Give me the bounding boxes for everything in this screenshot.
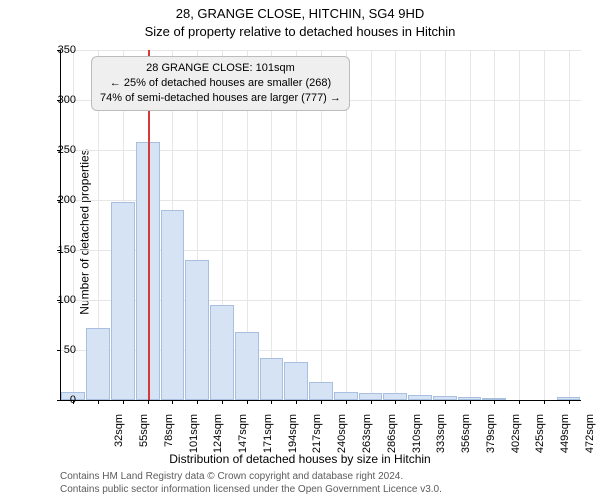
bar — [334, 392, 358, 400]
xtick-mark — [222, 400, 223, 404]
xtick-label: 240sqm — [336, 414, 348, 464]
xtick-label: 171sqm — [262, 414, 274, 464]
plot-area: 28 GRANGE CLOSE: 101sqm ← 25% of detache… — [60, 50, 581, 401]
chart-container: 28, GRANGE CLOSE, HITCHIN, SG4 9HD Size … — [0, 0, 600, 500]
annotation-line: 28 GRANGE CLOSE: 101sqm — [100, 61, 341, 76]
bar — [185, 260, 209, 400]
xtick-label: 402sqm — [510, 414, 522, 464]
xtick-label: 310sqm — [411, 414, 423, 464]
ytick-label: 100 — [36, 294, 76, 306]
xtick-mark — [123, 400, 124, 404]
xtick-label: 194sqm — [287, 414, 299, 464]
ytick-label: 150 — [36, 244, 76, 256]
ytick-label: 200 — [36, 194, 76, 206]
gridline-v — [470, 50, 471, 400]
xtick-label: 124sqm — [212, 414, 224, 464]
copyright-line: Contains HM Land Registry data © Crown c… — [60, 471, 442, 484]
xtick-label: 101sqm — [188, 414, 200, 464]
xtick-mark — [445, 400, 446, 404]
gridline-v — [494, 50, 495, 400]
xtick-mark — [98, 400, 99, 404]
bar — [161, 210, 185, 400]
ytick-label: 300 — [36, 94, 76, 106]
xtick-label: 333sqm — [435, 414, 447, 464]
xtick-mark — [519, 400, 520, 404]
page-title: 28, GRANGE CLOSE, HITCHIN, SG4 9HD — [0, 6, 600, 21]
xtick-mark — [271, 400, 272, 404]
copyright-block: Contains HM Land Registry data © Crown c… — [60, 471, 442, 496]
xtick-label: 449sqm — [559, 414, 571, 464]
xtick-mark — [544, 400, 545, 404]
ytick-label: 0 — [36, 394, 76, 406]
bar — [86, 328, 110, 400]
xtick-mark — [371, 400, 372, 404]
xtick-mark — [346, 400, 347, 404]
xtick-mark — [494, 400, 495, 404]
gridline-v — [371, 50, 372, 400]
xtick-label: 356sqm — [460, 414, 472, 464]
xtick-mark — [172, 400, 173, 404]
ytick-label: 50 — [36, 344, 76, 356]
xtick-label: 263sqm — [361, 414, 373, 464]
bar — [309, 382, 333, 400]
xtick-label: 147sqm — [237, 414, 249, 464]
xtick-mark — [395, 400, 396, 404]
bar — [111, 202, 135, 400]
annotation-box: 28 GRANGE CLOSE: 101sqm ← 25% of detache… — [91, 56, 350, 111]
xtick-label: 379sqm — [485, 414, 497, 464]
xtick-mark — [247, 400, 248, 404]
xtick-label: 425sqm — [534, 414, 546, 464]
xtick-mark — [420, 400, 421, 404]
xtick-mark — [197, 400, 198, 404]
gridline-v — [544, 50, 545, 400]
xtick-label: 217sqm — [311, 414, 323, 464]
xtick-mark — [148, 400, 149, 404]
gridline-v — [395, 50, 396, 400]
bar — [260, 358, 284, 400]
xtick-label: 286sqm — [386, 414, 398, 464]
gridline-v — [519, 50, 520, 400]
bar — [359, 393, 383, 400]
bar — [235, 332, 259, 400]
xtick-label: 32sqm — [113, 414, 125, 464]
bar — [210, 305, 234, 400]
bar — [284, 362, 308, 400]
annotation-line: ← 25% of detached houses are smaller (26… — [100, 76, 341, 91]
xtick-mark — [296, 400, 297, 404]
bar — [383, 393, 407, 400]
gridline-v — [420, 50, 421, 400]
ytick-label: 250 — [36, 144, 76, 156]
xtick-label: 78sqm — [163, 414, 175, 464]
xtick-label: 472sqm — [584, 414, 596, 464]
gridline-v — [569, 50, 570, 400]
xtick-label: 55sqm — [138, 414, 150, 464]
ytick-label: 350 — [36, 44, 76, 56]
annotation-line: 74% of semi-detached houses are larger (… — [100, 91, 341, 106]
page-subtitle: Size of property relative to detached ho… — [0, 24, 600, 39]
xtick-mark — [470, 400, 471, 404]
xtick-mark — [321, 400, 322, 404]
gridline-v — [445, 50, 446, 400]
copyright-line: Contains public sector information licen… — [60, 484, 442, 497]
xtick-mark — [569, 400, 570, 404]
